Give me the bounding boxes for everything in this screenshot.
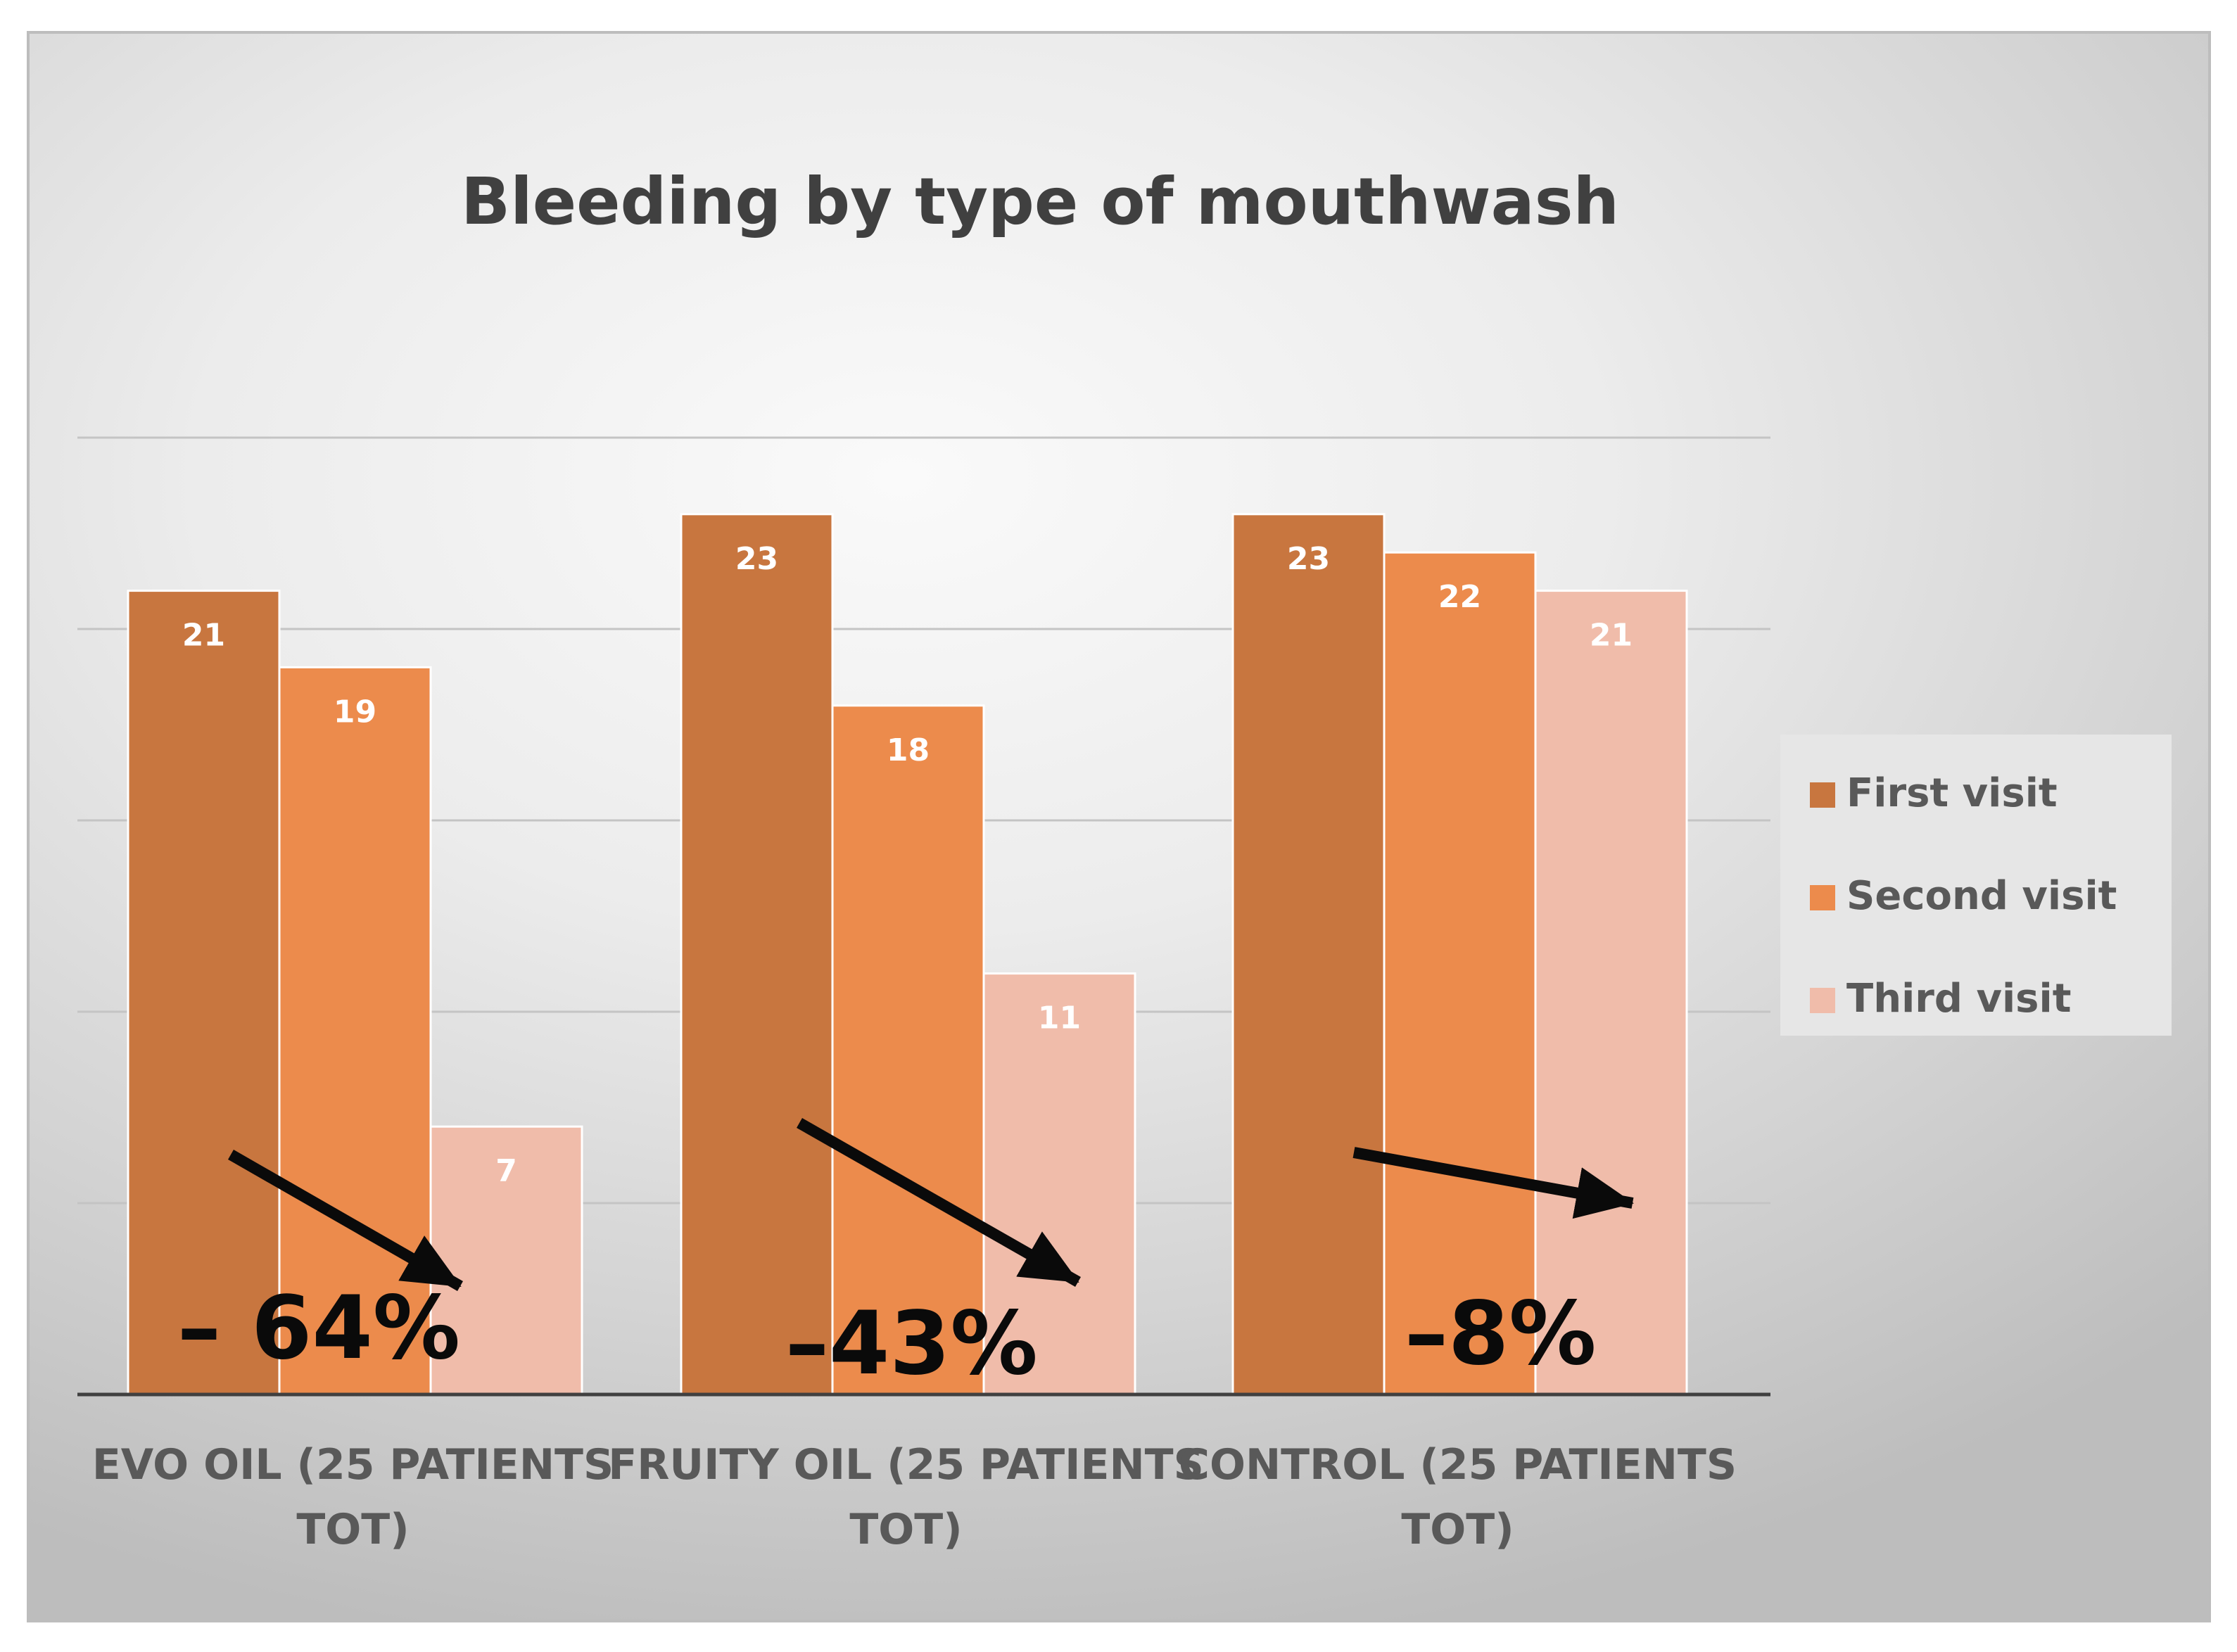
legend-label-2: Third visit bbox=[1846, 976, 2071, 1022]
data-label-1-0: 23 bbox=[735, 541, 778, 577]
trend-arrow-control bbox=[1352, 1147, 1634, 1219]
percent-annotations: – 64% –43% –8% bbox=[177, 1278, 1597, 1394]
data-label-1-2: 11 bbox=[1038, 1000, 1081, 1036]
bar-1-1 bbox=[831, 704, 985, 1396]
bar-2-1 bbox=[1383, 551, 1537, 1396]
category-labels: EVO OIL (25 PATIENTS TOT) FRUITY OIL (25 P… bbox=[92, 1440, 1737, 1554]
legend-label-0: First visit bbox=[1846, 770, 2058, 816]
category-label-2-1: TOT) bbox=[1401, 1505, 1514, 1554]
data-label-0-2: 7 bbox=[495, 1153, 517, 1189]
chart-svg: Bleeding by type of mouthwash 21 23 23 19 18… bbox=[77, 164, 2172, 1554]
trend-arrow-fruity bbox=[797, 1118, 1081, 1287]
category-label-0-1: TOT) bbox=[296, 1505, 409, 1554]
bar-1-2 bbox=[982, 972, 1136, 1396]
bar-0-0 bbox=[127, 590, 281, 1396]
trend-arrow-evo bbox=[228, 1150, 463, 1291]
legend: First visit Second visit Third visit bbox=[1780, 735, 2172, 1036]
data-label-0-0: 21 bbox=[182, 618, 225, 654]
trend-arrows bbox=[228, 1118, 1634, 1291]
legend-swatch-0 bbox=[1810, 782, 1835, 808]
data-label-2-2: 21 bbox=[1590, 618, 1633, 654]
category-label-1-1: TOT) bbox=[849, 1505, 962, 1554]
category-label-1-0: FRUITY OIL (25 PATIENTS bbox=[608, 1440, 1204, 1489]
legend-swatch-1 bbox=[1810, 885, 1835, 910]
data-label-2-0: 23 bbox=[1287, 541, 1330, 577]
data-label-1-1: 18 bbox=[887, 732, 930, 768]
data-labels: 21 23 23 19 18 22 7 11 21 bbox=[182, 541, 1633, 1189]
data-label-2-1: 22 bbox=[1438, 579, 1481, 615]
legend-label-1: Second visit bbox=[1846, 873, 2117, 919]
percent-change-control: –8% bbox=[1405, 1283, 1597, 1385]
bars bbox=[127, 513, 1688, 1396]
percent-change-evo: – 64% bbox=[177, 1278, 460, 1379]
chart-title: Bleeding by type of mouthwash bbox=[461, 164, 1619, 239]
legend-box bbox=[1780, 735, 2172, 1036]
legend-swatch-2 bbox=[1810, 988, 1835, 1013]
chart-frame: Bleeding by type of mouthwash 21 23 23 19 18… bbox=[27, 31, 2211, 1622]
bar-1-0 bbox=[680, 513, 834, 1396]
data-label-0-1: 19 bbox=[334, 694, 376, 730]
category-label-0-0: EVO OIL (25 PATIENTS bbox=[92, 1440, 614, 1489]
bar-2-0 bbox=[1231, 513, 1386, 1396]
category-label-2-0: CONTROL (25 PATIENTS bbox=[1179, 1440, 1737, 1489]
percent-change-fruity: –43% bbox=[785, 1293, 1038, 1394]
bar-2-2 bbox=[1534, 590, 1688, 1396]
